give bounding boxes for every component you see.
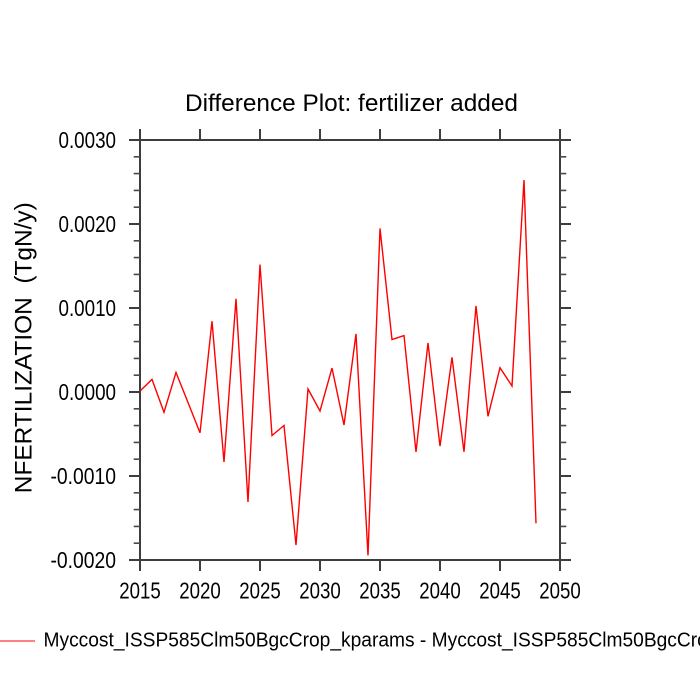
svg-text:0.0020: 0.0020 bbox=[59, 211, 117, 237]
svg-text:2020: 2020 bbox=[179, 577, 221, 603]
svg-text:0.0010: 0.0010 bbox=[59, 295, 117, 321]
svg-text:2040: 2040 bbox=[419, 577, 461, 603]
svg-text:2030: 2030 bbox=[299, 577, 341, 603]
svg-text:2050: 2050 bbox=[539, 577, 581, 603]
svg-text:Difference Plot: fertilizer ad: Difference Plot: fertilizer added bbox=[185, 90, 518, 117]
svg-text:0.0000: 0.0000 bbox=[59, 379, 117, 405]
svg-text:2025: 2025 bbox=[239, 577, 281, 603]
svg-text:2035: 2035 bbox=[359, 577, 401, 603]
svg-text:2045: 2045 bbox=[479, 577, 521, 603]
svg-text:NFERTILIZATION (TgN/y): NFERTILIZATION (TgN/y) bbox=[11, 202, 38, 493]
svg-text:0.0030: 0.0030 bbox=[59, 127, 117, 153]
svg-text:Myccost_ISSP585Clm50BgcCrop_kp: Myccost_ISSP585Clm50BgcCrop_kparams - My… bbox=[44, 628, 700, 651]
svg-text:-0.0010: -0.0010 bbox=[51, 463, 117, 489]
svg-text:2015: 2015 bbox=[119, 577, 161, 603]
svg-text:-0.0020: -0.0020 bbox=[51, 547, 117, 573]
